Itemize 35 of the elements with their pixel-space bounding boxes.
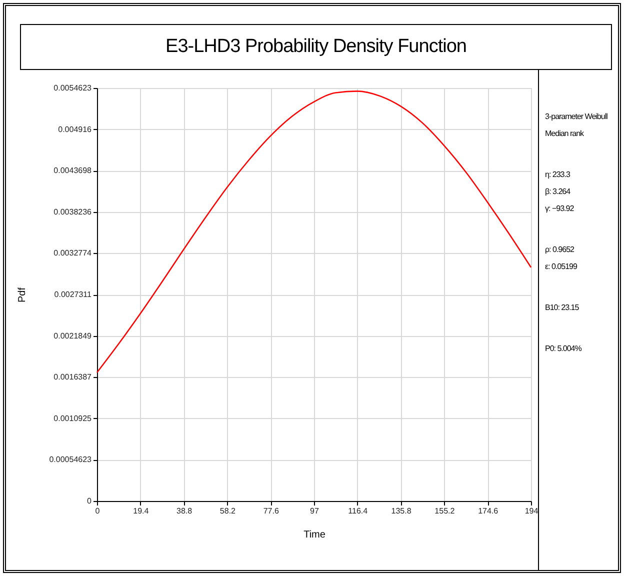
x-tick-label: 155.2 <box>434 506 456 516</box>
text: ρ: 0.9652 <box>545 245 575 254</box>
x-tick-label: 174.6 <box>478 506 499 516</box>
x-tick-label: 0 <box>95 506 100 516</box>
y-tick-label: 0.0027311 <box>54 290 92 300</box>
text: ε: 0.05199 <box>545 262 578 271</box>
x-tick-label: 19.4 <box>133 506 150 516</box>
x-tick-label: 135.8 <box>391 506 412 516</box>
text: η: 233.3 <box>545 170 571 179</box>
x-tick-label: 58.2 <box>220 506 236 516</box>
x-tick-label: 38.8 <box>176 506 193 516</box>
x-tick-label: 194 <box>524 506 539 516</box>
x-axis-title: Time <box>304 530 326 540</box>
chart-title: E3-LHD3 Probability Density Function <box>20 24 612 70</box>
y-tick-label: 0.0010925 <box>54 414 92 423</box>
line-series <box>96 90 532 374</box>
x-tick-label: 77.6 <box>263 506 280 516</box>
y-axis-title: Pdf <box>17 287 28 303</box>
text: B10: 23.15 <box>545 303 580 312</box>
text: 3-parameter Weibull <box>545 112 608 121</box>
y-tick-label: 0.0032774 <box>54 248 92 258</box>
y-tick-label: 0.004916 <box>58 124 92 134</box>
y-tick-label: 0.0016387 <box>54 372 92 382</box>
x-tick-label: 116.4 <box>348 506 368 516</box>
y-tick-label: 0.0054623 <box>54 84 92 92</box>
text: P0: 5.004% <box>545 344 582 353</box>
y-tick-label: 0.0038236 <box>54 207 92 216</box>
x-tick-label: 97 <box>310 506 320 516</box>
y-tick-label: 0.0021849 <box>54 331 92 340</box>
y-tick-label: 0.00054623 <box>49 455 92 464</box>
y-tick-label: 0.0043698 <box>54 166 92 176</box>
y-tick-label: 0 <box>87 496 92 506</box>
text: β: 3.264 <box>545 187 572 196</box>
text: γ: −93.92 <box>545 204 575 213</box>
text: Median rank <box>545 129 585 138</box>
